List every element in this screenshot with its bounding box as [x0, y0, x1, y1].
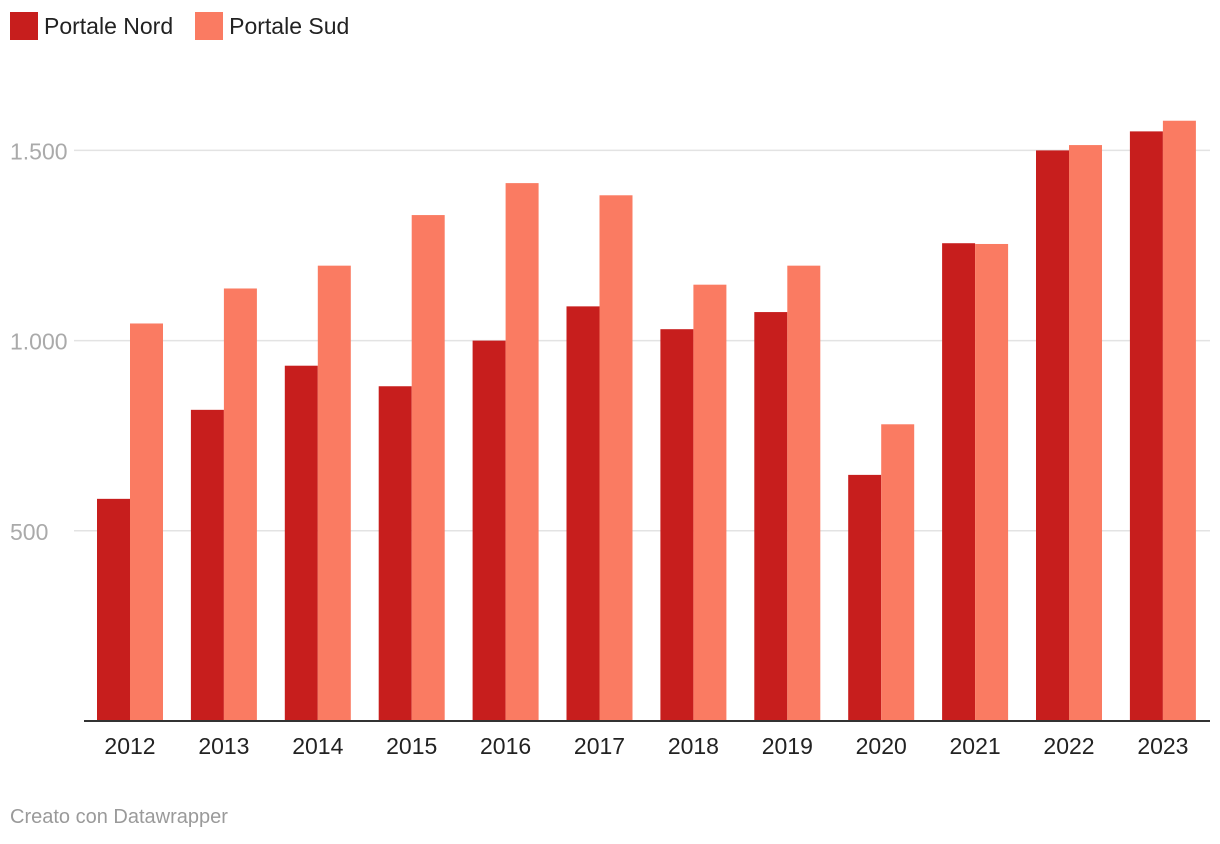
- bar: [190, 409, 224, 721]
- x-tick-label: 2021: [950, 733, 1001, 759]
- bar: [378, 386, 412, 721]
- bar: [472, 340, 506, 721]
- bar: [693, 284, 727, 721]
- x-tick-label: 2020: [856, 733, 907, 759]
- x-tick-label: 2013: [198, 733, 249, 759]
- legend-item-portale-nord: Portale Nord: [10, 12, 173, 40]
- bar: [505, 183, 539, 722]
- bar: [754, 312, 788, 721]
- bar: [975, 243, 1009, 721]
- x-tick-label: 2019: [762, 733, 813, 759]
- bar: [411, 215, 445, 721]
- bar: [848, 474, 882, 721]
- bar: [317, 265, 351, 721]
- bar: [881, 424, 915, 721]
- bar: [1162, 120, 1196, 721]
- x-tick-label: 2015: [386, 733, 437, 759]
- legend: Portale Nord Portale Sud: [10, 12, 371, 40]
- credit-text: Creato con Datawrapper: [10, 806, 228, 828]
- legend-swatch-portale-nord: [10, 12, 38, 40]
- bar: [284, 365, 318, 721]
- bar: [1069, 145, 1102, 721]
- legend-label-portale-nord: Portale Nord: [44, 12, 174, 39]
- legend-item-portale-sud: Portale Sud: [195, 12, 349, 40]
- x-tick-label: 2014: [292, 733, 343, 759]
- bar: [1036, 150, 1069, 721]
- x-tick-label: 2022: [1043, 733, 1094, 759]
- legend-label-portale-sud: Portale Sud: [229, 12, 350, 39]
- y-tick-label: 1.000: [10, 329, 68, 355]
- y-tick-label: 1.500: [10, 138, 68, 164]
- bar: [660, 329, 694, 721]
- y-tick-label: 500: [10, 519, 48, 545]
- x-tick-label: 2016: [480, 733, 531, 759]
- bar: [97, 498, 130, 721]
- legend-swatch-portale-sud: [195, 12, 224, 40]
- bar: [1129, 131, 1163, 721]
- bar: [223, 288, 257, 721]
- bar: [942, 243, 976, 722]
- bar: [787, 265, 821, 721]
- x-tick-label: 2018: [668, 733, 719, 759]
- x-tick-label: 2012: [104, 733, 155, 759]
- bar: [130, 323, 163, 721]
- x-tick-label: 2023: [1137, 733, 1188, 759]
- bar: [599, 195, 633, 721]
- bar: [566, 306, 600, 721]
- x-tick-label: 2017: [574, 733, 625, 759]
